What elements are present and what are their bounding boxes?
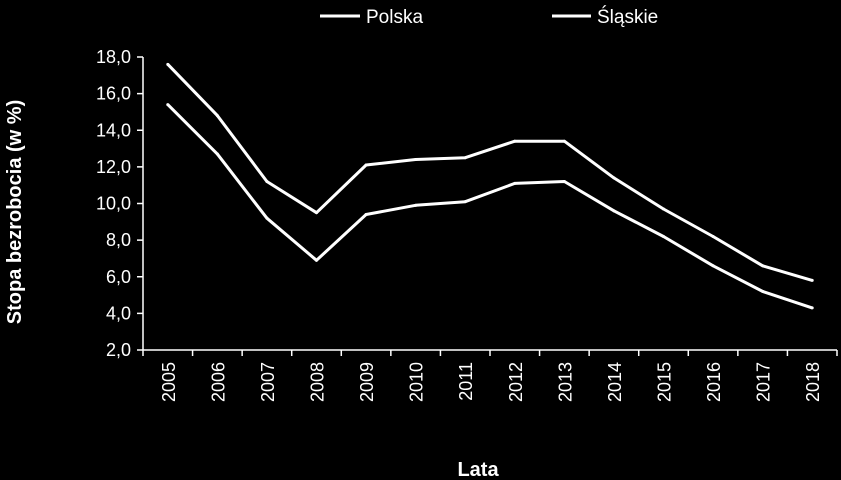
x-tick-label: 2016 xyxy=(704,362,724,402)
x-tick-label: 2006 xyxy=(208,362,228,402)
data-point xyxy=(513,181,517,185)
legend: Polska Śląskie xyxy=(320,6,658,28)
x-tick-label: 2011 xyxy=(456,362,476,401)
data-point xyxy=(810,306,814,310)
data-point xyxy=(414,158,418,162)
y-tick-label: 6,0 xyxy=(106,267,131,287)
y-tick-label: 14,0 xyxy=(96,120,131,140)
data-point xyxy=(414,203,418,207)
data-point xyxy=(711,234,715,238)
y-tick-label: 18,0 xyxy=(96,47,131,67)
data-point xyxy=(810,278,814,282)
data-point xyxy=(612,176,616,180)
data-point xyxy=(562,139,566,143)
data-point xyxy=(612,209,616,213)
series-line-2 xyxy=(166,103,813,310)
x-axis-title: Lata xyxy=(457,459,499,480)
x-tick-label: 2014 xyxy=(605,362,625,402)
data-point xyxy=(761,289,765,293)
x-axis: 2005 2006 2007 2008 2009 2010 2011 2012 2013 2014… xyxy=(142,349,838,402)
data-point xyxy=(513,139,517,143)
series-line-1 xyxy=(166,63,813,282)
data-point xyxy=(463,200,467,204)
data-point xyxy=(562,180,566,184)
data-point xyxy=(711,264,715,268)
series-layer xyxy=(166,62,814,310)
y-tick-label: 4,0 xyxy=(106,303,131,323)
x-tick-label: 2008 xyxy=(308,362,328,402)
data-point xyxy=(265,216,269,220)
data-point xyxy=(315,258,318,262)
y-tick-label: 10,0 xyxy=(96,194,131,214)
data-point xyxy=(265,180,269,184)
y-tick-label: 16,0 xyxy=(96,84,131,104)
data-point xyxy=(166,62,170,66)
y-axis: 2,0 4,0 6,0 8,0 10,0 12,0 14,0 16,0 18,0 xyxy=(96,47,144,360)
x-tick-label: 2017 xyxy=(754,362,774,402)
y-tick-label: 2,0 xyxy=(106,340,131,360)
x-tick-label: 2009 xyxy=(357,362,377,402)
data-point xyxy=(463,156,467,160)
data-point xyxy=(364,212,368,216)
y-axis-title: Stopa bezrobocia (w %) xyxy=(4,100,26,324)
legend-label: Śląskie xyxy=(597,6,658,28)
data-point xyxy=(315,211,318,215)
x-tick-label: 2018 xyxy=(803,362,823,402)
data-point xyxy=(364,163,368,167)
data-point xyxy=(662,207,665,211)
data-point xyxy=(215,152,219,156)
x-tick-label: 2010 xyxy=(407,362,427,402)
y-tick-label: 8,0 xyxy=(106,230,131,250)
x-tick-label: 2007 xyxy=(258,362,278,402)
data-point xyxy=(662,234,665,238)
x-tick-label: 2015 xyxy=(655,362,675,402)
legend-label: Polska xyxy=(366,7,423,28)
x-tick-label: 2005 xyxy=(159,362,179,402)
y-tick-label: 12,0 xyxy=(96,157,131,177)
x-tick-label: 2013 xyxy=(555,362,575,402)
data-point xyxy=(761,264,765,268)
x-tick-label: 2012 xyxy=(506,362,526,402)
data-point xyxy=(166,103,170,107)
data-point xyxy=(215,114,219,118)
